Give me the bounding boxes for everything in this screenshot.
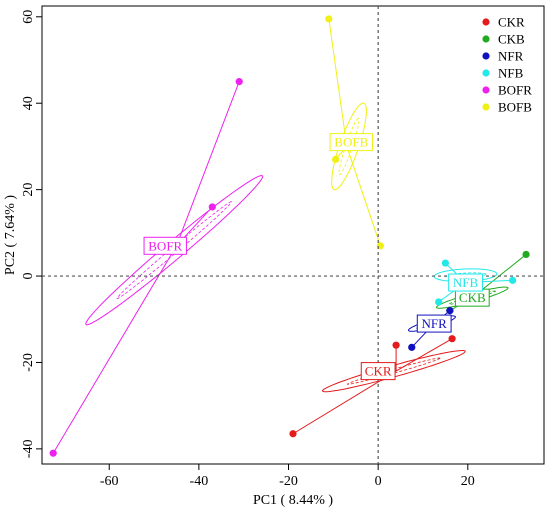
ckb-point-1 <box>522 250 530 259</box>
x-tick-label-0: -60 <box>100 474 119 489</box>
legend-marker-nfb <box>482 69 490 77</box>
x-tick-label-4: 20 <box>461 474 475 489</box>
bofb-point-2 <box>331 155 340 163</box>
ckr-inner-ellipse <box>346 357 441 385</box>
nfb-label-box <box>448 273 483 292</box>
legend-marker-bofb <box>482 103 490 111</box>
data-points <box>49 15 530 457</box>
group-labels: CKR CKB NFR NFB BOFR BOFB <box>143 133 490 381</box>
x-tick-label-2: -20 <box>279 474 298 489</box>
bofr-inner-ellipse <box>116 201 232 300</box>
bofr-label-box <box>143 236 187 255</box>
reference-lines <box>42 6 544 464</box>
y-tick-label-2: 0 <box>21 273 36 280</box>
bofb-label-box <box>329 133 373 152</box>
legend-label-nfb: NFB <box>498 66 524 81</box>
bofr-label: BOFR <box>148 238 182 253</box>
legend-label-ckb: CKB <box>498 32 525 47</box>
nfb-point-1 <box>441 259 449 267</box>
bofb-point-1 <box>325 15 333 23</box>
x-tick-label-1: -40 <box>190 474 209 489</box>
legend-marker-ckb <box>482 35 490 43</box>
legend-marker-nfr <box>482 52 490 60</box>
y-axis-ticks: -40 -20 0 20 40 60 <box>21 10 42 458</box>
ckr-label-box <box>360 362 396 381</box>
bofr-point-1 <box>235 78 243 86</box>
ckr-point-3 <box>448 335 456 343</box>
legend-marker-ckr <box>482 18 490 26</box>
ckr-point-1 <box>289 430 297 438</box>
ckr-spoke-1 <box>292 370 397 435</box>
nfb-point-2 <box>509 276 517 284</box>
x-axis-title: PC1 ( 8.44% ) <box>253 493 333 508</box>
x-tick-label-3: 0 <box>375 474 382 489</box>
bofb-spoke-1 <box>328 18 348 147</box>
ckr-ellipse <box>321 350 466 393</box>
y-tick-label-0: -40 <box>21 440 36 459</box>
bofb-inner-ellipse <box>338 117 360 176</box>
nfr-point-1 <box>408 343 416 351</box>
nfr-label: NFR <box>422 316 448 331</box>
bofr-point-3 <box>49 449 57 457</box>
bofb-spoke-3 <box>346 146 381 246</box>
y-tick-label-4: 40 <box>21 96 36 110</box>
ckr-label: CKR <box>365 364 392 379</box>
ckr-point-2 <box>392 341 400 349</box>
legend: CKR CKB NFR NFB BOFR BOFB <box>482 15 532 115</box>
legend-label-nfr: NFR <box>498 49 524 64</box>
bofr-spoke-3 <box>52 245 177 454</box>
nfb-point-3 <box>435 298 443 306</box>
ckr-spoke-3 <box>395 338 453 372</box>
bofb-ellipse <box>331 102 367 191</box>
ckb-label: CKB <box>459 290 486 305</box>
nfr-point-2 <box>446 307 454 315</box>
bofb-label: BOFB <box>334 135 368 150</box>
legend-label-ckr: CKR <box>498 15 525 30</box>
y-tick-label-5: 60 <box>21 10 36 24</box>
legend-marker-bofr <box>482 86 490 94</box>
legend-label-bofb: BOFB <box>498 100 532 115</box>
y-tick-label-1: -20 <box>21 353 36 372</box>
bofr-spoke-1 <box>175 81 240 246</box>
x-axis-ticks: -60 -40 -20 0 20 <box>100 464 475 489</box>
nfr-label-box <box>416 314 452 333</box>
plot-frame <box>41 5 545 465</box>
y-axis-title: PC2 ( 7.64% ) <box>3 195 18 275</box>
y-tick-label-3: 20 <box>21 183 36 197</box>
nfb-label: NFB <box>453 275 479 290</box>
bofr-point-2 <box>208 203 216 211</box>
legend-label-bofr: BOFR <box>498 83 532 98</box>
